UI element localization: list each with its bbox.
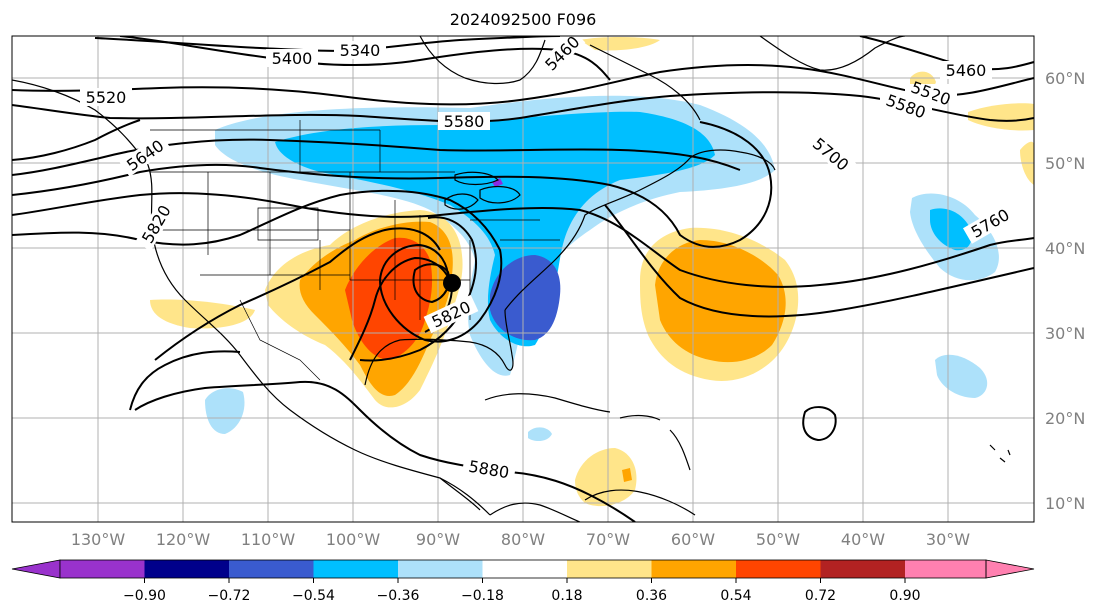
lon-label: 60°W <box>671 530 715 549</box>
colorbar-tick-label: 0.36 <box>636 588 667 604</box>
shade-yellow-n-atlantic-2 <box>968 103 1034 131</box>
shade-medium-blue-se <box>490 255 561 341</box>
shade-orange-atlantic <box>655 240 786 363</box>
lat-labels: 60°N 50°N 40°N 30°N 20°N 10°N <box>1045 69 1085 513</box>
lon-label: 120°W <box>156 530 211 549</box>
contour-label-5520: 5520 <box>86 88 127 107</box>
colorbar-tick-label: −0.90 <box>123 588 166 604</box>
colorbar-segment <box>905 560 986 578</box>
colorbar-tick-label: −0.36 <box>377 588 420 604</box>
shade-orange-caribbean-spot <box>622 468 632 482</box>
lat-label: 40°N <box>1045 239 1085 258</box>
lon-label: 110°W <box>241 530 296 549</box>
contour-label-5580: 5580 <box>444 112 485 131</box>
lon-label: 130°W <box>71 530 126 549</box>
map-area: 5340 5400 5460 5520 5520 5580 5580 5640 … <box>12 36 1034 522</box>
low-center-marker <box>443 274 461 292</box>
lat-label: 20°N <box>1045 409 1085 428</box>
lon-label: 70°W <box>586 530 630 549</box>
colorbar-segment <box>313 560 398 578</box>
colorbar-tick-label: 0.18 <box>551 588 582 604</box>
lon-label: 40°W <box>841 530 885 549</box>
colorbar-segment <box>567 560 652 578</box>
lon-label: 50°W <box>756 530 800 549</box>
contour-5580 <box>12 91 1034 123</box>
contour-5880 <box>129 350 636 522</box>
contour-label-5460: 5460 <box>946 61 987 80</box>
shade-blue-e-atlantic <box>930 208 972 251</box>
height-contours <box>12 36 1034 522</box>
contour-5820-ring <box>412 263 451 304</box>
colorbar-segment <box>60 560 145 578</box>
shade-purple-spot <box>492 178 503 187</box>
colorbar-tick-label: −0.54 <box>292 588 335 604</box>
lat-label: 50°N <box>1045 154 1085 173</box>
colorbar-extend-low <box>11 559 61 579</box>
lat-label: 60°N <box>1045 69 1085 88</box>
colorbar-segment <box>482 560 567 578</box>
contour-5640 <box>12 138 741 176</box>
colorbar-tick-label: −0.72 <box>208 588 251 604</box>
contour-5820-outer <box>154 227 441 361</box>
contour-5760b <box>604 204 1034 318</box>
contour-5760 <box>12 192 1034 288</box>
lat-label: 10°N <box>1045 494 1085 513</box>
colorbar-tick-label: 0.90 <box>889 588 920 604</box>
lat-label: 30°N <box>1045 324 1085 343</box>
contour-5520 <box>12 64 1034 106</box>
colorbar-tick-label: −0.18 <box>461 588 504 604</box>
colorbar-segment <box>229 560 314 578</box>
contour-5700 <box>12 121 773 248</box>
lon-labels: 130°W 120°W 110°W 100°W 90°W 80°W 70°W 6… <box>71 530 970 549</box>
shade-yellow-north-labrador <box>580 37 660 51</box>
lon-label: 90°W <box>416 530 460 549</box>
colorbar-tick-label: 0.54 <box>720 588 751 604</box>
shade-light-blue-pacific <box>205 388 245 434</box>
shade-yellow-caribbean <box>575 448 637 507</box>
colorbar-segment <box>820 560 905 578</box>
contour-5820 <box>12 189 503 343</box>
colorbar-segment <box>651 560 736 578</box>
map-title: 2024092500 F096 <box>450 10 597 29</box>
lon-label: 30°W <box>926 530 970 549</box>
colorbar-segment <box>398 560 483 578</box>
colorbar-segment <box>736 560 821 578</box>
lon-label: 80°W <box>501 530 545 549</box>
shade-light-blue-cuba <box>528 427 552 442</box>
contour-label-5400: 5400 <box>272 49 313 68</box>
lon-label: 100°W <box>326 530 381 549</box>
shade-blue-north <box>275 111 715 347</box>
contour-5640-west <box>12 119 141 161</box>
colorbar: −0.90 −0.72 −0.54 −0.36 −0.18 0.18 0.36 … <box>11 559 1035 604</box>
colorbar-tick-label: 0.72 <box>805 588 836 604</box>
map-frame <box>11 35 1035 523</box>
shade-red-orange-core <box>345 237 433 360</box>
colorbar-extend-high <box>985 559 1035 579</box>
contour-5880-ring <box>802 406 837 442</box>
contour-5820-south <box>349 256 454 361</box>
colorbar-segment <box>144 560 229 578</box>
anomaly-shading <box>150 37 1034 507</box>
contour-label-5340: 5340 <box>340 41 381 60</box>
shade-yellow-mexico-pacific <box>150 299 255 329</box>
